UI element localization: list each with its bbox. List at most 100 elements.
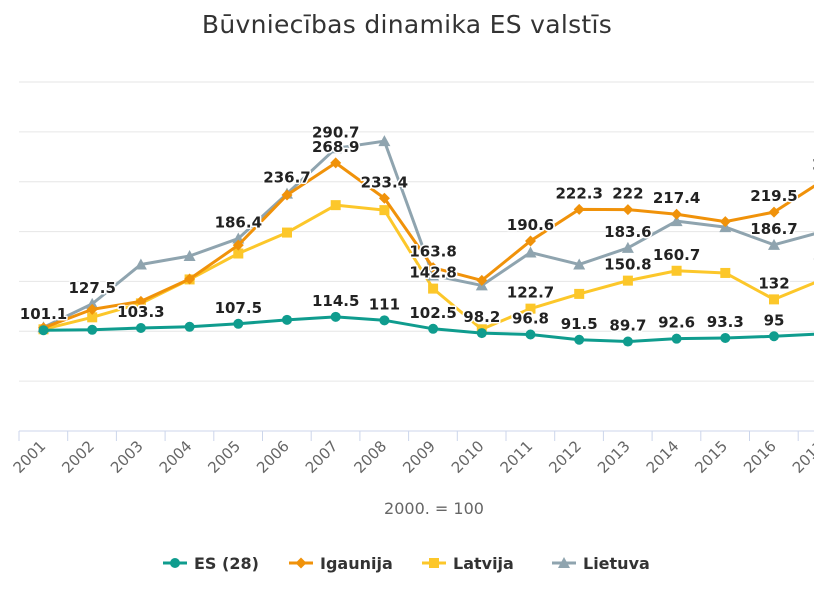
data-point-es-28[interactable] [476,328,487,339]
data-point-es-28[interactable] [769,331,779,342]
data-point-lietuva[interactable] [768,238,780,250]
x-tick-label: 2010 [448,437,488,477]
data-point-lietuva[interactable] [621,241,634,253]
data-point-es-28[interactable] [184,321,195,332]
x-axis-title: 2000. = 100 [384,499,484,518]
legend-item-latvija[interactable]: Latvija [422,554,514,573]
x-tick-label: 2016 [740,437,780,477]
data-point-latvija[interactable] [769,294,779,305]
data-point-latvija[interactable] [428,283,439,294]
data-label: 122.7 [507,284,554,302]
legend-item-lietuva[interactable]: Lietuva [552,554,650,573]
data-point-es-28[interactable] [720,332,731,343]
series-es-28 [38,311,814,347]
data-point-igaunija[interactable] [232,239,244,251]
data-point-latvija[interactable] [282,227,292,238]
legend-item-igaunija[interactable]: Igaunija [289,554,393,573]
data-point-igaunija[interactable] [573,203,585,215]
data-point-igaunija[interactable] [476,274,488,286]
data-point-es-28[interactable] [525,329,536,340]
data-point-latvija[interactable] [330,200,341,211]
data-point-es-28[interactable] [87,324,98,335]
data-point-latvija[interactable] [720,267,731,278]
data-point-igaunija[interactable] [135,295,147,307]
data-label: 236.7 [263,169,310,187]
data-label: 183.6 [604,223,651,241]
data-label: 98.2 [463,308,500,326]
data-label: 92.6 [658,314,695,332]
x-tick-label: 2009 [399,437,439,477]
data-label: 93.3 [707,313,744,331]
legend-marker [429,558,439,568]
x-tick-label: 2003 [107,437,147,477]
data-point-igaunija[interactable] [184,273,196,285]
x-tick-label: 2002 [58,437,98,477]
legend-label: ES (28) [194,554,259,573]
data-point-igaunija[interactable] [86,303,98,315]
data-label: 15 [812,254,814,272]
data-point-igaunija[interactable] [427,262,439,274]
legend-marker [558,557,570,568]
data-point-igaunija[interactable] [719,216,731,228]
data-point-lietuva[interactable] [329,142,342,154]
data-label: 186.4 [215,214,262,232]
x-tick-label: 2006 [253,437,293,477]
data-point-igaunija[interactable] [378,192,390,204]
data-label: 186.7 [750,220,797,238]
data-label: 290.7 [312,123,359,141]
data-point-es-28[interactable] [574,334,585,345]
data-point-es-28[interactable] [622,336,633,347]
data-label: 91.5 [561,315,598,333]
data-point-lietuva[interactable] [378,135,391,147]
x-tick-label: 2004 [156,437,196,477]
data-point-es-28[interactable] [428,323,439,334]
data-point-es-28[interactable] [38,325,49,336]
legend-item-es-28[interactable]: ES (28) [163,554,259,573]
data-point-es-28[interactable] [671,333,682,344]
data-point-es-28[interactable] [282,314,292,325]
data-point-latvija[interactable] [525,303,536,314]
data-label: 163.8 [409,243,456,261]
data-point-latvija[interactable] [622,275,633,286]
data-point-es-28[interactable] [379,315,390,326]
data-point-latvija[interactable] [379,205,390,216]
data-point-latvija[interactable] [233,248,244,259]
data-point-lietuva[interactable] [183,250,196,262]
data-point-igaunija[interactable] [281,189,293,201]
x-tick-label: 2007 [302,437,342,477]
data-point-lietuva[interactable] [86,297,99,309]
data-point-igaunija[interactable] [768,206,780,218]
data-point-igaunija[interactable] [525,235,536,247]
data-point-lietuva[interactable] [427,269,440,281]
chart-title: Būvniecības dinamika ES valstīs [201,10,613,39]
x-tick-label: 2017 [789,437,814,477]
data-point-es-28[interactable] [135,322,146,333]
x-tick-label: 2012 [545,437,585,477]
data-point-latvija[interactable] [87,312,98,323]
data-point-igaunija[interactable] [671,208,683,220]
legend-label: Latvija [453,554,514,573]
data-point-latvija[interactable] [671,265,682,276]
data-label: 268.9 [312,138,359,156]
data-label: 101.1 [20,305,67,323]
data-point-es-28[interactable] [233,318,244,329]
x-tick-label: 2013 [594,437,634,477]
data-point-latvija[interactable] [574,288,585,299]
data-point-lietuva[interactable] [524,246,537,258]
x-tick-label: 2001 [10,437,50,477]
data-point-lietuva[interactable] [670,215,683,227]
data-point-es-28[interactable] [330,311,341,322]
legend[interactable]: ES (28) Igaunija Latvija Lietuva [163,554,650,573]
data-label: 107.5 [215,299,262,317]
data-point-lietuva[interactable] [573,258,586,270]
data-point-lietuva[interactable] [134,258,147,270]
grid-layer [19,81,814,382]
data-label: 142.8 [409,264,456,282]
data-point-igaunija[interactable] [622,204,634,216]
series-line-lietuva[interactable] [42,139,814,329]
data-point-igaunija[interactable] [330,157,342,169]
data-label: 114.5 [312,292,359,310]
data-label: 132 [758,274,789,292]
legend-label: Igaunija [320,554,393,573]
